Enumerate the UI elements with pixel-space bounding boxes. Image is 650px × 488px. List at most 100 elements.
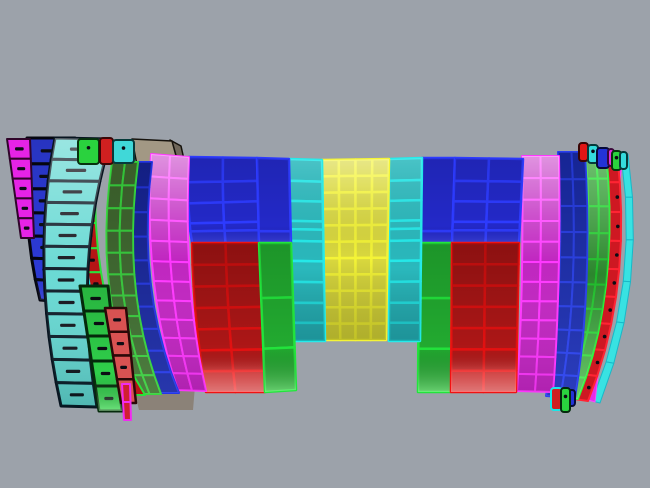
tab-plate[interactable] — [560, 387, 571, 413]
plate-cell[interactable] — [417, 241, 454, 300]
plate-cell[interactable] — [195, 327, 233, 352]
plate-cell[interactable] — [519, 300, 541, 322]
plate-cell[interactable] — [483, 284, 520, 309]
plate-cell[interactable] — [120, 273, 138, 297]
plate-cell[interactable] — [520, 280, 542, 303]
plate-cell[interactable] — [354, 223, 373, 243]
plate-cell[interactable] — [337, 191, 357, 211]
plate-cell[interactable] — [232, 369, 267, 394]
right-cyan-column-band[interactable] — [387, 156, 424, 343]
plate-cell[interactable] — [539, 220, 561, 243]
plate-cell[interactable] — [539, 155, 561, 180]
plate-cell[interactable] — [387, 227, 423, 243]
plate-cell[interactable] — [485, 180, 524, 204]
plate-cell[interactable] — [416, 347, 453, 394]
plate-cell[interactable] — [516, 372, 538, 393]
plate-cell[interactable] — [539, 198, 561, 222]
plate-cell[interactable] — [289, 301, 326, 325]
plate-cell[interactable] — [230, 348, 266, 373]
plate-cell[interactable] — [596, 177, 611, 208]
plate-cell[interactable] — [370, 256, 389, 276]
plate-cell[interactable] — [387, 259, 423, 284]
plate-cell[interactable] — [287, 179, 324, 203]
plate-cell[interactable] — [354, 322, 373, 342]
plate-cell[interactable] — [451, 200, 489, 224]
tab-plate[interactable] — [578, 142, 589, 162]
plate-cell[interactable] — [450, 263, 487, 287]
plate-cell[interactable] — [201, 369, 237, 394]
plate-cell[interactable] — [167, 176, 190, 202]
right-red-block-band[interactable] — [449, 241, 521, 394]
plate-cell[interactable] — [321, 191, 341, 211]
plate-cell[interactable] — [186, 180, 225, 205]
right-magenta-column-band[interactable] — [516, 155, 561, 393]
plate-cell[interactable] — [118, 207, 135, 232]
plate-cell[interactable] — [387, 280, 422, 305]
plate-cell[interactable] — [338, 256, 357, 276]
plate-cell[interactable] — [518, 319, 540, 340]
bottom-right-green-tab[interactable] — [560, 387, 571, 413]
plate-cell[interactable] — [288, 227, 325, 243]
plate-cell[interactable] — [418, 156, 457, 233]
plate-cell[interactable] — [483, 263, 520, 287]
plate-cell[interactable] — [320, 158, 341, 178]
plate-cell[interactable] — [354, 305, 373, 325]
top-left-cyan-tab[interactable] — [112, 139, 135, 164]
plate-cell[interactable] — [122, 401, 132, 421]
plate-cell[interactable] — [257, 229, 293, 245]
plate-cell[interactable] — [354, 256, 373, 276]
plate-cell[interactable] — [354, 289, 373, 309]
plate-cell[interactable] — [449, 369, 486, 394]
plate-cell[interactable] — [521, 155, 542, 180]
plate-cell[interactable] — [354, 158, 374, 178]
plate-cell[interactable] — [257, 241, 295, 300]
plate-cell[interactable] — [338, 322, 357, 342]
plate-cell[interactable] — [521, 219, 542, 243]
plate-cell[interactable] — [483, 241, 521, 266]
plate-cell[interactable] — [558, 178, 575, 207]
plate-cell[interactable] — [150, 260, 173, 283]
plate-cell[interactable] — [221, 200, 260, 224]
plate-cell[interactable] — [482, 369, 518, 394]
plate-cell[interactable] — [221, 156, 259, 183]
plate-cell[interactable] — [450, 241, 487, 266]
plate-cell[interactable] — [387, 321, 422, 343]
plate-cell[interactable] — [536, 337, 558, 359]
plate-cell[interactable] — [322, 240, 341, 260]
plate-cell[interactable] — [259, 296, 296, 351]
plate-cell[interactable] — [482, 348, 519, 372]
plate-cell[interactable] — [539, 177, 561, 201]
plate-cell[interactable] — [148, 218, 171, 243]
plate-cell[interactable] — [370, 157, 391, 177]
plate-cell[interactable] — [521, 177, 542, 201]
plate-cell[interactable] — [105, 229, 121, 254]
plate-cell[interactable] — [321, 174, 341, 194]
plate-cell[interactable] — [337, 158, 357, 178]
top-right-cyan-edge-tab[interactable] — [619, 151, 628, 170]
left-blue-block-band[interactable] — [186, 155, 261, 245]
plate-cell[interactable] — [323, 305, 342, 325]
plate-cell[interactable] — [387, 239, 423, 263]
plate-cell[interactable] — [452, 179, 490, 203]
plate-cell[interactable] — [337, 174, 357, 194]
plate-cell[interactable] — [191, 263, 229, 288]
plate-cell[interactable] — [169, 260, 192, 283]
plate-cell[interactable] — [198, 348, 235, 373]
left-red-block-band[interactable] — [190, 241, 267, 394]
plate-cell[interactable] — [224, 241, 262, 266]
top-left-green-tab[interactable] — [77, 138, 100, 165]
plate-cell[interactable] — [354, 240, 373, 260]
plate-cell[interactable] — [450, 326, 486, 351]
plate-cell[interactable] — [387, 301, 422, 325]
plate-cell[interactable] — [288, 199, 325, 223]
plate-cell[interactable] — [337, 207, 357, 227]
plate-cell[interactable] — [149, 239, 172, 263]
plate-cell[interactable] — [558, 256, 575, 284]
plate-cell[interactable] — [175, 318, 198, 340]
right-blue-wide-column-band[interactable] — [417, 156, 457, 245]
plate-cell[interactable] — [223, 228, 261, 245]
plate-cell[interactable] — [521, 240, 542, 263]
plate-cell[interactable] — [224, 263, 262, 288]
plate-cell[interactable] — [118, 229, 135, 254]
